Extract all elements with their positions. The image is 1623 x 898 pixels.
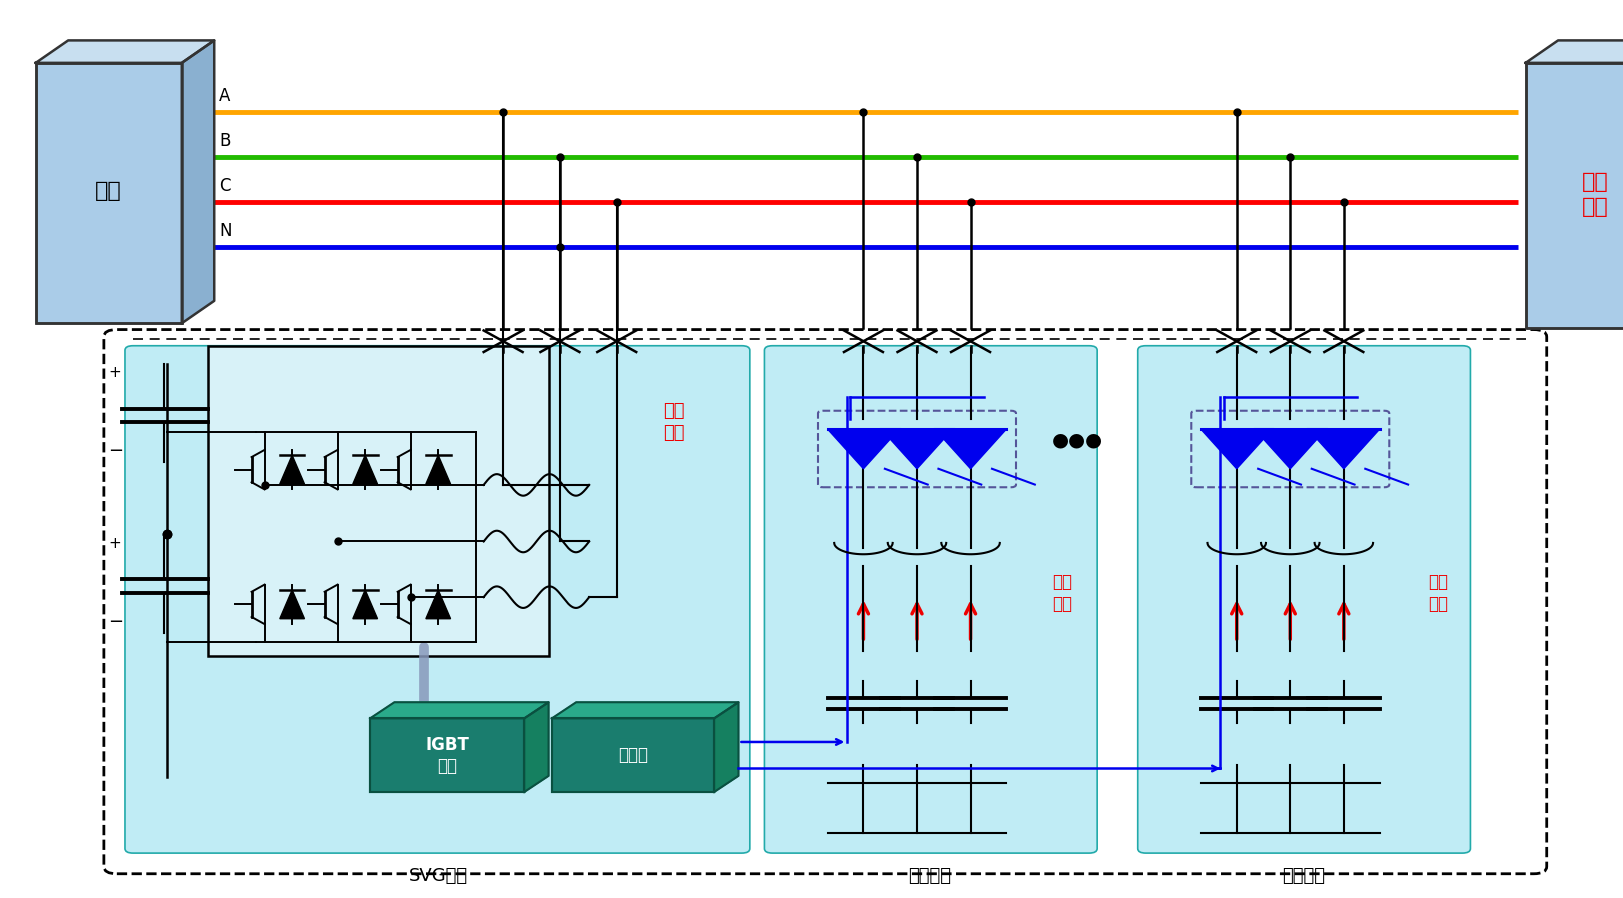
Polygon shape xyxy=(36,40,214,63)
Bar xyxy=(208,346,549,656)
Bar xyxy=(552,718,714,792)
Bar xyxy=(552,718,714,792)
Text: N: N xyxy=(219,222,232,240)
Text: IGBT
驅動: IGBT 驅動 xyxy=(425,735,469,775)
Bar xyxy=(36,63,182,323)
Bar xyxy=(370,718,524,792)
Text: ●●●: ●●● xyxy=(1052,430,1104,450)
Bar xyxy=(1526,63,1623,328)
Text: 電網: 電網 xyxy=(96,181,122,201)
Text: −: − xyxy=(107,442,123,460)
Polygon shape xyxy=(828,429,899,469)
Polygon shape xyxy=(1526,40,1623,63)
Polygon shape xyxy=(182,40,214,323)
Polygon shape xyxy=(714,702,738,792)
Text: +: + xyxy=(109,365,122,380)
Text: −: − xyxy=(107,612,123,630)
Bar xyxy=(370,718,524,792)
Polygon shape xyxy=(1308,429,1380,469)
Polygon shape xyxy=(352,590,378,619)
Polygon shape xyxy=(524,702,549,792)
Polygon shape xyxy=(552,702,738,718)
Text: 電容支路: 電容支路 xyxy=(909,867,951,885)
Polygon shape xyxy=(279,455,305,484)
Text: +: + xyxy=(109,536,122,550)
FancyBboxPatch shape xyxy=(764,346,1097,853)
Bar xyxy=(1526,63,1623,328)
Text: B: B xyxy=(219,132,230,150)
Polygon shape xyxy=(881,429,953,469)
Text: 容性
電流: 容性 電流 xyxy=(662,402,685,442)
Bar xyxy=(36,63,182,323)
Text: 感性
負載: 感性 負載 xyxy=(1582,172,1608,217)
Polygon shape xyxy=(425,455,451,484)
Polygon shape xyxy=(370,702,549,718)
Text: A: A xyxy=(219,87,230,105)
Polygon shape xyxy=(1255,429,1326,469)
FancyBboxPatch shape xyxy=(1138,346,1470,853)
Polygon shape xyxy=(1201,429,1272,469)
Text: 容性
電流: 容性 電流 xyxy=(1428,573,1448,612)
Polygon shape xyxy=(425,590,451,619)
Text: C: C xyxy=(219,177,230,195)
Text: SVG支路: SVG支路 xyxy=(409,867,467,885)
Text: 電容支路: 電容支路 xyxy=(1282,867,1324,885)
FancyBboxPatch shape xyxy=(125,346,750,853)
Polygon shape xyxy=(935,429,1006,469)
Text: 容性
電流: 容性 電流 xyxy=(1052,573,1071,612)
Polygon shape xyxy=(279,590,305,619)
Text: 控制器: 控制器 xyxy=(618,746,648,764)
Polygon shape xyxy=(352,455,378,484)
